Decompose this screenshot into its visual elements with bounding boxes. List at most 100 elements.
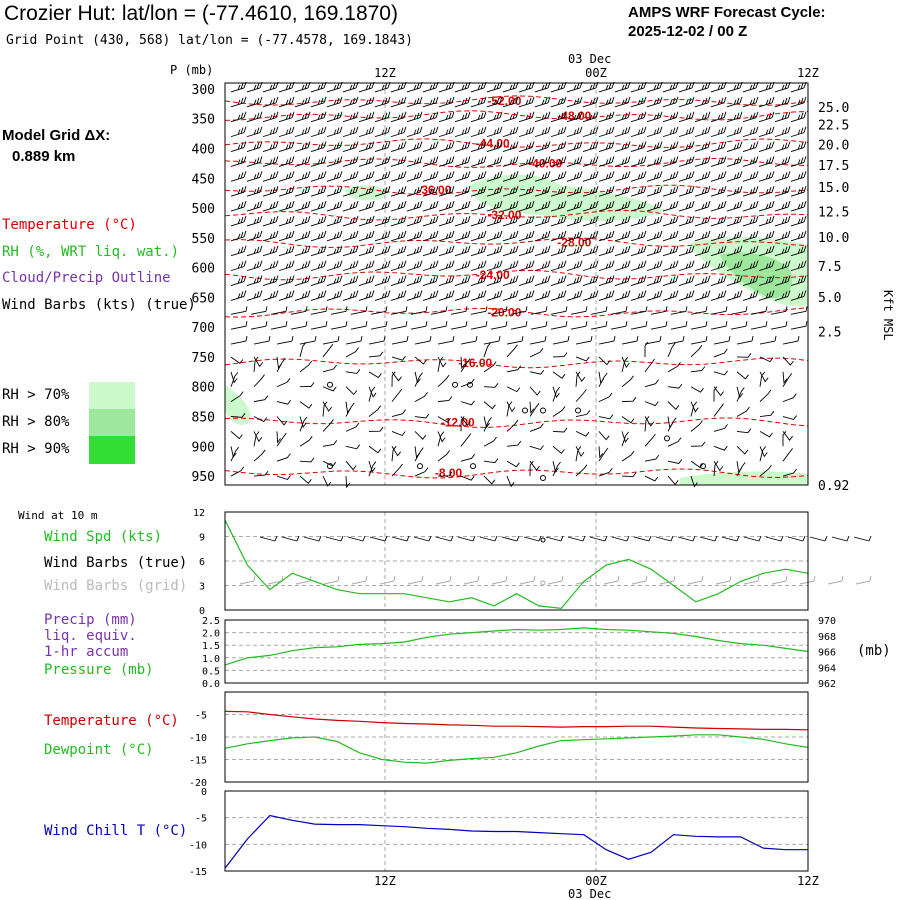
wind-barb	[262, 260, 279, 272]
legend-sfc-temperature: Temperature (°C)	[44, 713, 179, 729]
wind-barb	[759, 356, 774, 363]
wind-barb	[299, 416, 307, 428]
wind-barb	[250, 306, 268, 315]
wind-barb	[345, 460, 357, 471]
wind-barb	[246, 111, 263, 123]
wind-barb	[262, 111, 279, 123]
wind-barb	[437, 450, 451, 462]
wind-barb	[782, 356, 794, 366]
wind-barb	[790, 171, 807, 182]
wind-barb	[710, 306, 728, 315]
panel-frames	[224, 82, 809, 872]
wind-barb	[621, 431, 629, 447]
wind-barb	[575, 335, 593, 345]
wind-barb	[774, 230, 791, 242]
wind-barb	[662, 200, 679, 212]
wind-barb	[470, 260, 487, 272]
wind-barb	[438, 245, 455, 257]
wind-barb	[518, 111, 535, 123]
wind-barb	[294, 96, 311, 108]
wind-barb	[736, 428, 752, 434]
wind-barb	[262, 200, 279, 212]
wind-barb	[598, 371, 605, 384]
wind-barb	[391, 355, 406, 361]
wind-barb	[726, 156, 743, 167]
wind-barb	[550, 290, 567, 301]
wind-barb	[582, 290, 599, 301]
wind-barb	[566, 126, 583, 138]
time-tick-bottom-label: 00Z	[585, 874, 607, 888]
wind-barb	[736, 386, 744, 399]
wind-barb	[644, 433, 656, 447]
wind-barb	[726, 200, 743, 212]
wind-barb	[566, 245, 583, 257]
wind-barb	[614, 260, 631, 272]
wind-barb	[299, 457, 315, 463]
wind-barb	[550, 171, 567, 182]
temp-tick-label: -5	[195, 711, 207, 722]
wind-barb	[550, 126, 567, 138]
wind-barb	[582, 200, 599, 212]
wind-barb	[430, 306, 448, 315]
wind-barb	[662, 215, 679, 227]
temp-panel-frame	[224, 691, 809, 783]
calm-wind-circle	[700, 463, 706, 470]
wind-barb	[406, 230, 423, 242]
wind-barb	[713, 348, 728, 358]
wind-barb	[614, 111, 631, 123]
main-panel-frame	[224, 82, 809, 486]
surface-wind-barb	[435, 535, 454, 542]
height-tick-label: 20.0	[818, 138, 849, 153]
wind-barb	[246, 275, 263, 286]
wind-barb	[470, 215, 487, 227]
pressure-line	[224, 627, 809, 666]
wind-barb	[758, 215, 775, 227]
rh90-swatch	[89, 436, 135, 464]
wind-barb	[630, 230, 647, 242]
wind-barb	[621, 431, 629, 443]
wind-barb	[598, 446, 604, 459]
surface-wind-barb	[655, 535, 674, 542]
wind-barb	[510, 306, 528, 315]
height-tick-label: 17.5	[818, 159, 849, 174]
legend-precip: Precip (mm)	[44, 612, 137, 628]
wind-barb	[518, 141, 535, 152]
wind-barb	[299, 335, 317, 345]
pressure-tick-label: 350	[192, 113, 215, 128]
wind-barb	[438, 260, 455, 272]
wind-barb	[790, 215, 807, 227]
wind-barb	[550, 321, 568, 330]
wind-barb	[506, 401, 516, 413]
wind-barb	[368, 351, 384, 358]
wind-barb	[345, 369, 361, 374]
wind-barb	[278, 171, 295, 182]
wind-barb	[276, 453, 291, 462]
wind-barb	[646, 126, 663, 138]
wind-barb	[662, 290, 679, 301]
surface-wind-barb	[831, 535, 850, 542]
wind-barb	[678, 290, 695, 301]
wind-barb	[502, 171, 519, 182]
wind-barb	[614, 171, 631, 182]
wind-barb	[299, 401, 313, 409]
wind-barb	[406, 275, 423, 286]
wind-barb	[438, 96, 455, 108]
wind-barb	[276, 378, 291, 388]
surface-grid-barb	[827, 575, 844, 585]
wind-barb	[566, 81, 583, 93]
wind-barb	[782, 371, 788, 385]
wind-barb	[250, 321, 268, 330]
surface-wind-barb	[633, 535, 652, 542]
wind-barb	[438, 81, 455, 93]
surface-wind-barb	[281, 535, 300, 542]
wind-barb	[621, 396, 637, 403]
wind-barb	[438, 171, 455, 182]
wind-barb	[262, 96, 279, 108]
wind-barb	[690, 460, 704, 469]
pressure-unit-label: (mb)	[857, 643, 891, 659]
wind-barb	[374, 230, 391, 242]
wind-barb	[502, 96, 519, 108]
wind-barb	[374, 290, 391, 301]
height-axis-title: Kft MSL	[881, 290, 895, 341]
wind-barb	[646, 200, 663, 212]
